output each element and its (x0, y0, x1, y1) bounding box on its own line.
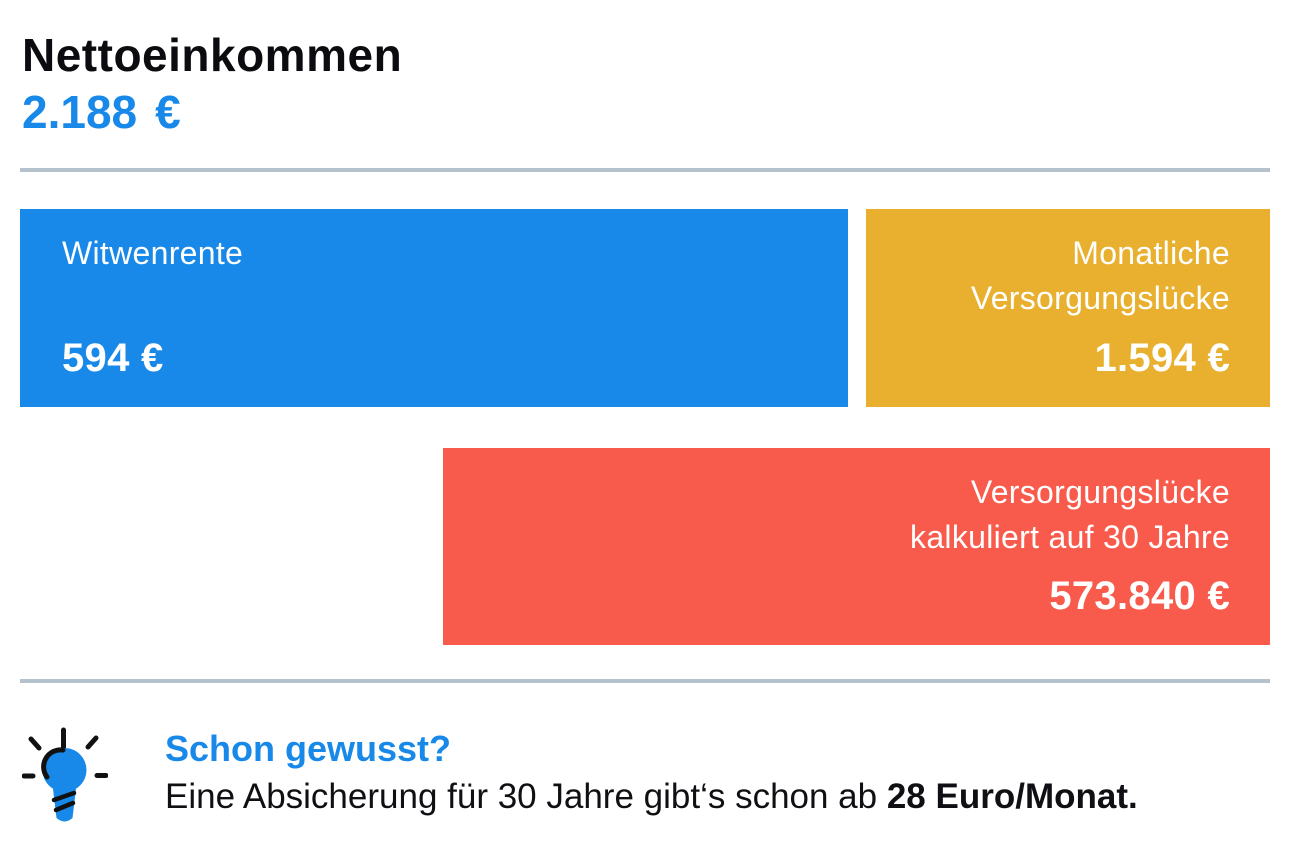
bar-monatliche-label-line2: Versorgungslücke (970, 279, 1230, 316)
net-income-value: 2.188 € (22, 87, 181, 138)
bar-witwenrente-label: Witwenrente (62, 235, 244, 271)
divider-top (20, 168, 1270, 172)
bar-kalkulierte-label: Versorgungslücke kalkuliert auf 30 Jahre (483, 470, 1230, 560)
bar-kalkulierte-label-line2: kalkuliert auf 30 Jahre (910, 518, 1230, 555)
bar-kalkulierte-versorgungsluecke: Versorgungslücke kalkuliert auf 30 Jahre… (443, 448, 1270, 645)
tip-line: Eine Absicherung für 30 Jahre gibt‘s sch… (165, 776, 1138, 818)
tip-line-regular: Eine Absicherung für 30 Jahre gibt‘s sch… (165, 777, 887, 817)
net-income-currency: € (155, 86, 181, 138)
tip-text-block: Schon gewusst? Eine Absicherung für 30 J… (165, 728, 1138, 818)
bar-kalkulierte-label-line1: Versorgungslücke (970, 474, 1230, 510)
bar-kalkulierte-value: 573.840 € (1049, 574, 1230, 618)
tip-line-bold: 28 Euro/Monat. (886, 777, 1138, 817)
bar-witwenrente-value: 594 € (62, 336, 164, 380)
divider-bottom (20, 679, 1270, 683)
bar-witwenrente: Witwenrente 594 € (20, 209, 848, 407)
bar-monatliche-value: 1.594 € (1094, 336, 1230, 380)
bar-monatliche-label: Monatliche Versorgungslücke (906, 231, 1230, 321)
lightbulb-icon (21, 727, 109, 830)
net-income-amount: 2.188 (22, 86, 138, 138)
bar-monatliche-versorgungsluecke: Monatliche Versorgungslücke 1.594 € (866, 209, 1270, 407)
bar-monatliche-label-line1: Monatliche (1072, 235, 1230, 271)
tip-heading: Schon gewusst? (165, 728, 452, 769)
page-title: Nettoeinkommen (22, 29, 403, 81)
